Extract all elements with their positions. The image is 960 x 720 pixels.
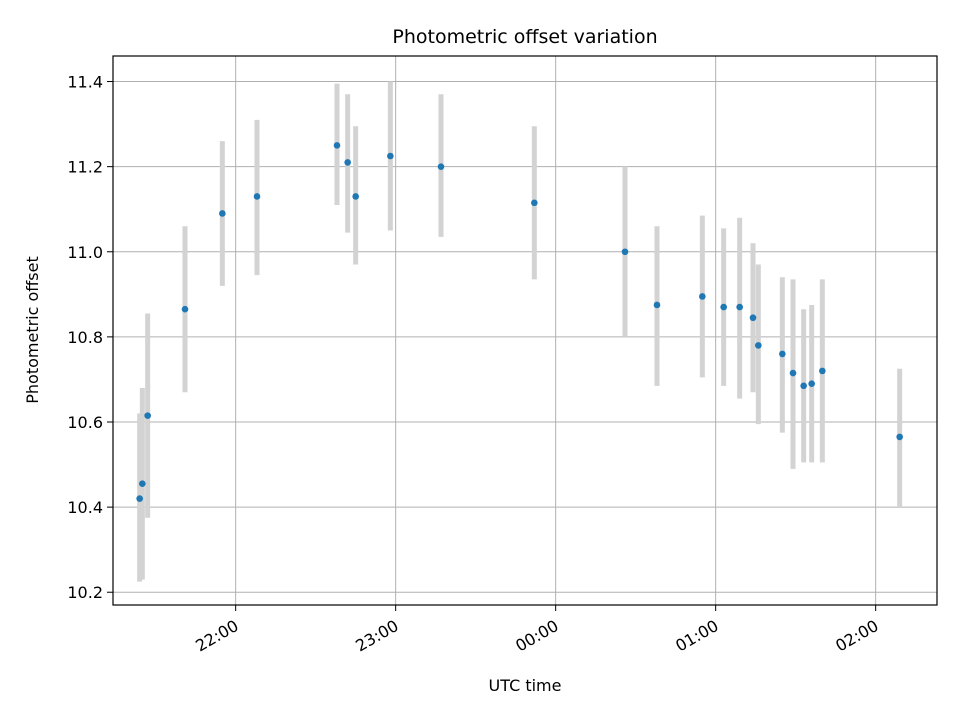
x-axis-label: UTC time xyxy=(489,676,562,695)
data-point xyxy=(531,199,538,207)
data-point xyxy=(789,369,797,377)
data-point xyxy=(749,314,757,322)
data-point xyxy=(720,303,727,311)
y-tick-label: 11.0 xyxy=(67,243,103,262)
data-point xyxy=(139,480,146,488)
data-point xyxy=(333,142,341,149)
y-tick-label: 11.4 xyxy=(67,73,103,92)
data-point xyxy=(653,301,661,309)
data-point xyxy=(437,163,445,170)
plot-frame xyxy=(112,55,938,606)
y-tick-label: 11.2 xyxy=(67,158,103,177)
data-point xyxy=(344,159,351,166)
chart-title: Photometric offset variation xyxy=(392,26,657,48)
data-point xyxy=(253,193,261,200)
data-point xyxy=(736,303,743,311)
data-points xyxy=(136,142,903,502)
data-point xyxy=(621,248,629,256)
grid xyxy=(113,56,937,605)
data-point xyxy=(219,210,226,217)
data-point xyxy=(819,367,826,375)
data-point xyxy=(136,495,143,502)
y-tick-label: 10.2 xyxy=(67,583,103,602)
y-axis: 10.2 10.4 10.6 10.8 11.0 11.2 11.4 xyxy=(67,73,113,602)
data-point xyxy=(800,382,807,390)
data-point xyxy=(352,193,359,200)
data-point xyxy=(896,433,903,441)
data-point xyxy=(387,152,394,160)
y-tick-label: 10.8 xyxy=(67,328,103,347)
y-tick-label: 10.4 xyxy=(67,498,103,517)
data-point xyxy=(144,412,151,419)
data-point xyxy=(699,293,706,300)
data-point xyxy=(779,350,786,358)
data-point xyxy=(181,305,189,313)
data-point xyxy=(755,342,762,349)
y-axis-label: Photometric offset xyxy=(23,256,42,404)
data-point xyxy=(808,380,815,387)
y-tick-label: 10.6 xyxy=(67,413,103,432)
